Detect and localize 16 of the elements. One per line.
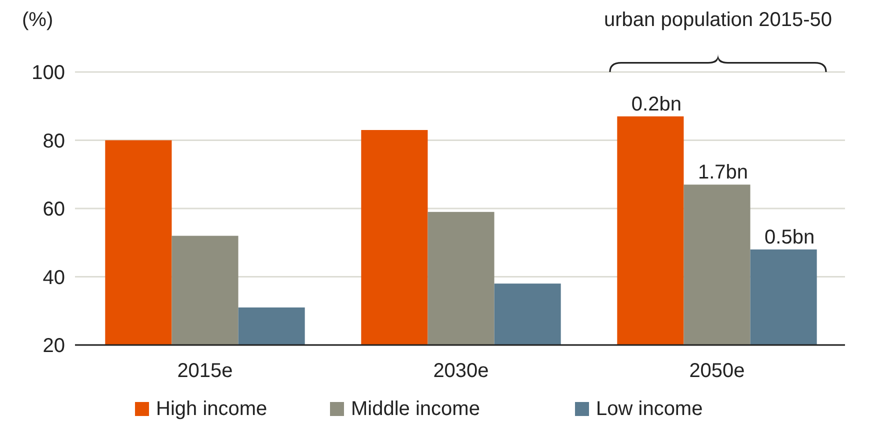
legend-label: High income	[156, 398, 268, 420]
annotation: 0.2bn	[631, 93, 682, 116]
text: urban population 2015-50	[604, 9, 832, 31]
y-tick-label: 60	[42, 198, 65, 220]
x-tick-label: 2050e	[689, 360, 745, 382]
legend-label: Middle income	[351, 398, 480, 420]
y-tick-label: 20	[42, 335, 65, 357]
x-tick-label: 2030e	[433, 360, 489, 382]
annotation: 1.7bn	[698, 162, 748, 184]
y-tick-label: 100	[32, 62, 65, 84]
x-tick-label: 2015e	[177, 360, 233, 382]
y-tick-label: 40	[42, 266, 65, 289]
y-tick-label: 80	[42, 130, 65, 152]
annotation: 0.5bn	[764, 226, 815, 248]
legend-label: Low income	[596, 398, 703, 420]
y-axis-title: (%)	[22, 9, 54, 31]
